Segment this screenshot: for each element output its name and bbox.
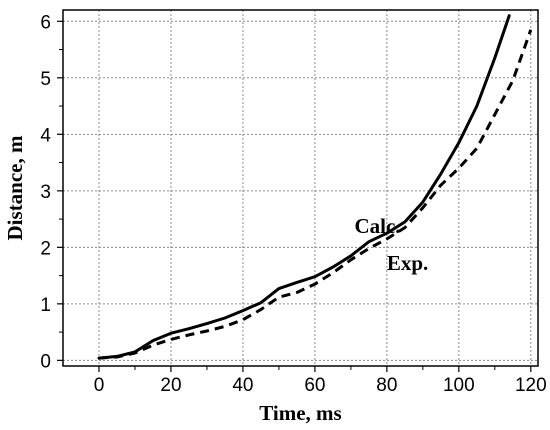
x-tick-label: 40 <box>232 375 253 396</box>
annotation-exp: Exp. <box>387 251 428 275</box>
x-axis-title: Time, ms <box>259 401 341 425</box>
x-axis-ticks: 0 20 40 60 80 100 120 <box>94 366 547 396</box>
series-line-exp <box>98 29 533 360</box>
y-axis-ticks: 0 1 2 3 4 5 6 <box>40 12 63 372</box>
plot-frame <box>62 9 539 367</box>
x-tick-label: 120 <box>515 375 547 396</box>
series-line-calc <box>97 14 511 360</box>
y-tick-label: 4 <box>40 125 51 146</box>
x-tick-label: 80 <box>376 375 397 396</box>
grid <box>63 10 538 366</box>
y-tick-label: 6 <box>40 12 51 33</box>
y-tick-label: 2 <box>40 238 51 259</box>
y-tick-label: 0 <box>40 351 51 372</box>
y-tick-label: 1 <box>40 295 51 316</box>
y-tick-label: 3 <box>40 182 51 203</box>
y-tick-label: 5 <box>40 69 51 90</box>
series-layer <box>97 14 533 360</box>
y-axis-title: Distance, m <box>3 135 27 240</box>
x-tick-label: 100 <box>443 375 475 396</box>
x-tick-label: 0 <box>94 375 105 396</box>
annotation-calc: Calc. <box>354 214 400 238</box>
x-tick-label: 60 <box>304 375 325 396</box>
x-tick-label: 20 <box>160 375 181 396</box>
